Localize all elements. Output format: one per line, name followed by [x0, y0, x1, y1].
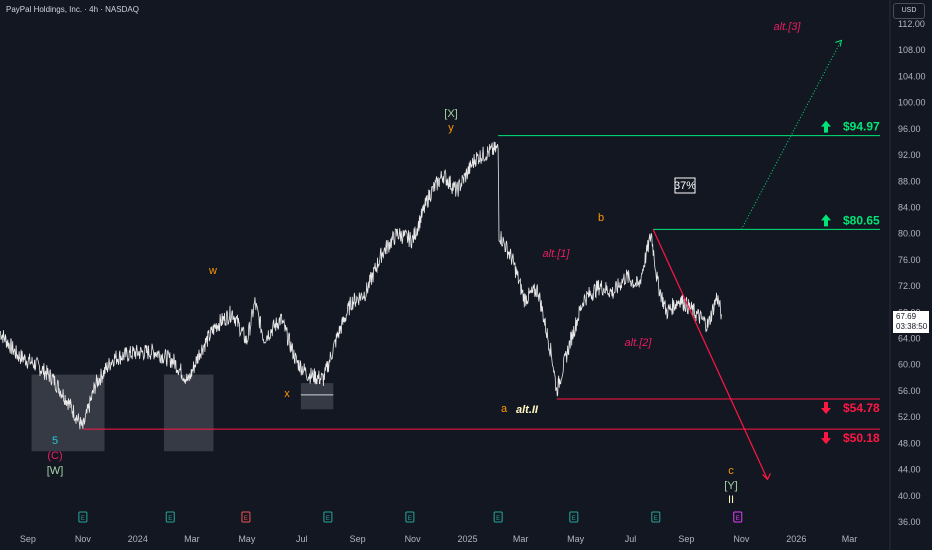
wave-label: alt.II — [516, 404, 539, 416]
y-tick-label: 108.00 — [898, 45, 926, 55]
probability-label: 37% — [674, 180, 696, 192]
x-tick-label: 2025 — [458, 534, 478, 544]
wave-label: b — [598, 212, 604, 224]
earnings-event-icon — [323, 511, 333, 523]
wave-label: x — [284, 388, 290, 400]
bearish-arrowhead-icon — [762, 473, 772, 481]
earnings-event-icon — [733, 511, 743, 523]
y-tick-label: 104.00 — [898, 71, 926, 81]
earnings-event-icon — [493, 511, 503, 523]
y-tick-label: 40.00 — [898, 491, 921, 501]
x-tick-label: Nov — [733, 534, 750, 544]
earnings-event-icon — [569, 511, 579, 523]
probability-box — [674, 177, 696, 194]
last-price-value: 67.69 — [896, 312, 917, 321]
earnings-event-label: E — [326, 516, 330, 522]
level-down-arrow-icon — [821, 401, 831, 414]
earnings-event-icon — [651, 511, 661, 523]
bullish-arrowhead-icon — [835, 39, 842, 47]
bar-countdown: 03:38:50 — [896, 322, 928, 331]
y-tick-label: 84.00 — [898, 202, 921, 212]
x-tick-label: Sep — [678, 534, 694, 544]
wave-label: alt.[2] — [625, 337, 653, 349]
y-tick-label: 44.00 — [898, 465, 921, 475]
wave-label: 5 — [52, 435, 58, 447]
x-tick-label: Mar — [184, 534, 200, 544]
wave-label: a — [501, 403, 508, 415]
y-tick-label: 96.00 — [898, 124, 921, 134]
earnings-event-icon — [165, 511, 175, 523]
earnings-event-icon — [241, 511, 251, 523]
earnings-event-label: E — [81, 516, 85, 522]
x-tick-label: Sep — [20, 534, 36, 544]
y-tick-label: 76.00 — [898, 255, 921, 265]
wave-label: alt.[3] — [774, 21, 802, 33]
y-tick-label: 60.00 — [898, 360, 921, 370]
wave-label: (C) — [47, 450, 62, 462]
y-tick-label: 72.00 — [898, 281, 921, 291]
x-tick-label: 2026 — [786, 534, 806, 544]
x-tick-label: Nov — [75, 534, 92, 544]
wave-label: y — [448, 122, 454, 134]
level-price-label: $54.78 — [843, 401, 880, 415]
level-up-arrow-icon — [821, 120, 831, 133]
x-tick-label: Sep — [350, 534, 366, 544]
wave-label: [W] — [47, 465, 64, 477]
wave-label: [Y] — [724, 480, 737, 492]
consolidation-zone — [163, 374, 214, 452]
y-tick-label: 52.00 — [898, 412, 921, 422]
wave-label: c — [728, 465, 734, 477]
earnings-event-label: E — [408, 516, 412, 522]
y-tick-label: 100.00 — [898, 98, 926, 108]
bearish-projection-line — [652, 229, 769, 480]
level-up-arrow-icon — [821, 214, 831, 227]
last-price-tag: 67.69 03:38:50 — [893, 311, 929, 333]
level-price-label: $50.18 — [843, 431, 880, 445]
y-tick-label: 48.00 — [898, 438, 921, 448]
wave-label: II — [728, 494, 734, 506]
y-tick-label: 56.00 — [898, 386, 921, 396]
x-tick-label: Mar — [842, 534, 858, 544]
earnings-event-label: E — [654, 516, 658, 522]
y-tick-label: 36.00 — [898, 517, 921, 527]
x-tick-label: May — [238, 534, 256, 544]
y-tick-label: 112.00 — [898, 19, 925, 29]
earnings-event-icon — [78, 511, 88, 523]
x-tick-label: Jul — [625, 534, 637, 544]
level-price-label: $94.97 — [843, 120, 880, 134]
x-tick-label: Mar — [513, 534, 529, 544]
earnings-event-label: E — [168, 516, 172, 522]
x-tick-label: May — [567, 534, 585, 544]
wave-label: w — [208, 265, 217, 277]
earnings-event-label: E — [244, 516, 248, 522]
chart-title: PayPal Holdings, Inc. · 4h · NASDAQ — [6, 5, 139, 14]
y-tick-label: 64.00 — [898, 334, 921, 344]
wave-label: [X] — [444, 108, 457, 120]
y-tick-label: 80.00 — [898, 229, 921, 239]
y-tick-label: 92.00 — [898, 150, 921, 160]
level-down-arrow-icon — [821, 432, 831, 445]
x-tick-label: 2024 — [128, 534, 148, 544]
currency-button[interactable]: USD — [893, 3, 925, 19]
consolidation-zone — [300, 383, 334, 410]
wave-label: alt.[1] — [543, 248, 571, 260]
earnings-event-label: E — [736, 516, 740, 522]
earnings-event-label: E — [496, 516, 500, 522]
x-tick-label: Jul — [296, 534, 308, 544]
x-tick-label: Nov — [405, 534, 422, 544]
bullish-alt-projection-line — [740, 40, 842, 230]
earnings-event-icon — [405, 511, 415, 523]
level-price-label: $80.65 — [843, 213, 880, 227]
price-series — [0, 141, 722, 430]
earnings-event-label: E — [572, 516, 576, 522]
consolidation-zone — [31, 374, 105, 452]
y-tick-label: 88.00 — [898, 176, 921, 186]
